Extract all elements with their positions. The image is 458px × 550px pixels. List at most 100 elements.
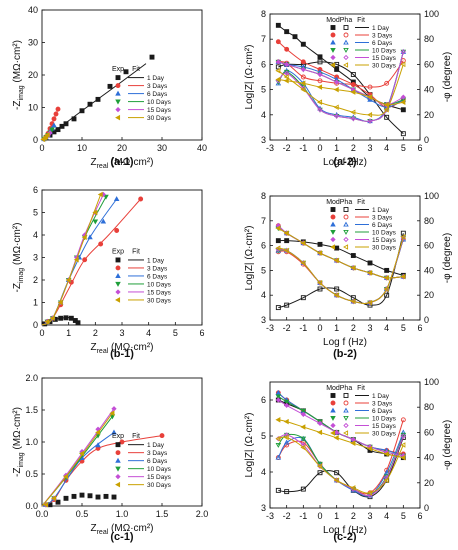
logz-point — [367, 260, 373, 266]
x-tick-label: -2 — [283, 143, 291, 153]
logz-point — [334, 245, 340, 251]
data-point — [87, 493, 93, 499]
x-tick-label: 0.0 — [36, 509, 49, 519]
plot-frame — [269, 195, 421, 321]
data-point — [73, 256, 79, 263]
x-tick-label: 0 — [317, 511, 322, 521]
y-axis-label-sub: imag — [18, 452, 25, 467]
phase-fit-line — [278, 236, 404, 304]
x-tick-label: -2 — [283, 511, 291, 521]
data-point — [79, 492, 85, 498]
phase-fit-line — [277, 433, 404, 497]
x-tick-label: 0.5 — [76, 509, 89, 519]
y-tick-label: 1.5 — [25, 405, 38, 415]
y-tick-label: 8 — [261, 191, 266, 201]
x-tick-label: 3 — [119, 328, 124, 338]
plot-frame — [41, 189, 203, 326]
y-tick-label: 0 — [33, 135, 38, 145]
legend-marker — [115, 75, 121, 81]
data-point — [63, 121, 69, 127]
y-tick-label: 4 — [261, 110, 266, 120]
logz-point — [300, 80, 306, 87]
y2-tick-label: 100 — [424, 191, 439, 201]
x-tick-label: 2.0 — [196, 509, 209, 519]
legend-label: 10 Days — [372, 230, 397, 237]
data-point — [51, 122, 57, 128]
x-tick-label: -2 — [283, 323, 291, 333]
y-tick-label: 1 — [33, 298, 38, 308]
plot-frame — [41, 9, 203, 141]
legend-marker — [115, 257, 121, 263]
legend-header-mod: Mod — [326, 385, 340, 392]
data-point — [63, 473, 69, 480]
logz-point — [400, 107, 406, 113]
logz-point — [350, 265, 356, 271]
logz-point — [317, 250, 323, 256]
logz-point — [383, 101, 389, 108]
phase-point — [284, 70, 290, 76]
legend-marker — [115, 474, 121, 480]
logz-point — [367, 94, 373, 100]
y-axis-label-sub: imag — [18, 85, 25, 100]
data-point — [100, 218, 107, 224]
legend-label: 10 Days — [147, 281, 172, 288]
y-tick-label: 40 — [28, 5, 38, 15]
x-tick-label: -3 — [266, 511, 274, 521]
data-point — [53, 111, 59, 117]
chart-panel-b-2: -3 -2 -1 0 1 2 3 4 5 6 3 4 5 6 7 8 (b-2) 0 20 40 60 80 100 Log … — [244, 191, 453, 360]
phase-point — [275, 245, 281, 251]
y2-tick-label: 100 — [424, 9, 439, 19]
y-axis-label-unit: (MΩ·cm²) — [12, 407, 23, 452]
logz-point — [275, 22, 281, 28]
logz-point — [300, 411, 306, 418]
data-point — [119, 439, 125, 445]
phase-point — [284, 302, 290, 308]
legend-label: 1 Day — [147, 75, 165, 82]
logz-point — [334, 429, 340, 436]
x-tick-label: -1 — [299, 143, 307, 153]
legend-marker-pha — [343, 221, 349, 227]
y-axis-label-main: -Z — [12, 100, 23, 109]
x-axis-label-unit: (MΩ·cm²) — [108, 157, 153, 168]
legend-marker-pha — [343, 393, 349, 398]
x-tick-label: 1.5 — [156, 509, 169, 519]
y-tick-label: 0.0 — [25, 501, 38, 511]
phase-point — [300, 486, 306, 492]
legend-marker-mod — [330, 39, 336, 45]
phase-point — [400, 131, 406, 137]
legend-marker — [115, 106, 121, 113]
logz-point — [284, 61, 290, 68]
x-tick-label: 4 — [384, 511, 389, 521]
phase-fit-line — [277, 432, 404, 497]
data-point — [57, 299, 63, 306]
y-axis-label: Log|Z| (Ω·cm²) — [244, 413, 255, 478]
phase-point — [317, 99, 323, 105]
data-point — [63, 495, 69, 501]
data-point — [44, 132, 50, 138]
phase-point — [317, 78, 323, 84]
logz-point — [292, 34, 298, 40]
phase-point — [367, 118, 373, 124]
legend-label: 3 Days — [147, 83, 168, 90]
data-point — [138, 196, 144, 202]
x-tick-label: 0 — [39, 143, 44, 153]
y-tick-label: 30 — [28, 38, 38, 48]
data-point — [109, 410, 115, 416]
data-point — [113, 196, 120, 202]
y-tick-label: 4 — [261, 290, 266, 300]
legend-label: 6 Days — [372, 222, 393, 229]
phase-point — [383, 106, 389, 113]
y-tick-label: 5 — [261, 431, 266, 441]
phase-point — [333, 104, 339, 111]
legend-marker-pha — [343, 62, 349, 68]
x-axis-label: Log f (Hz) — [323, 337, 367, 348]
y2-tick-label: 40 — [424, 85, 434, 95]
legend-marker — [115, 265, 121, 271]
data-point — [79, 450, 85, 457]
legend-marker-mod — [330, 32, 336, 38]
legend-header-exp: Exp — [112, 433, 124, 440]
legend-label: 1 Day — [372, 207, 390, 214]
phase-point — [275, 305, 281, 311]
phase-point — [283, 434, 289, 441]
